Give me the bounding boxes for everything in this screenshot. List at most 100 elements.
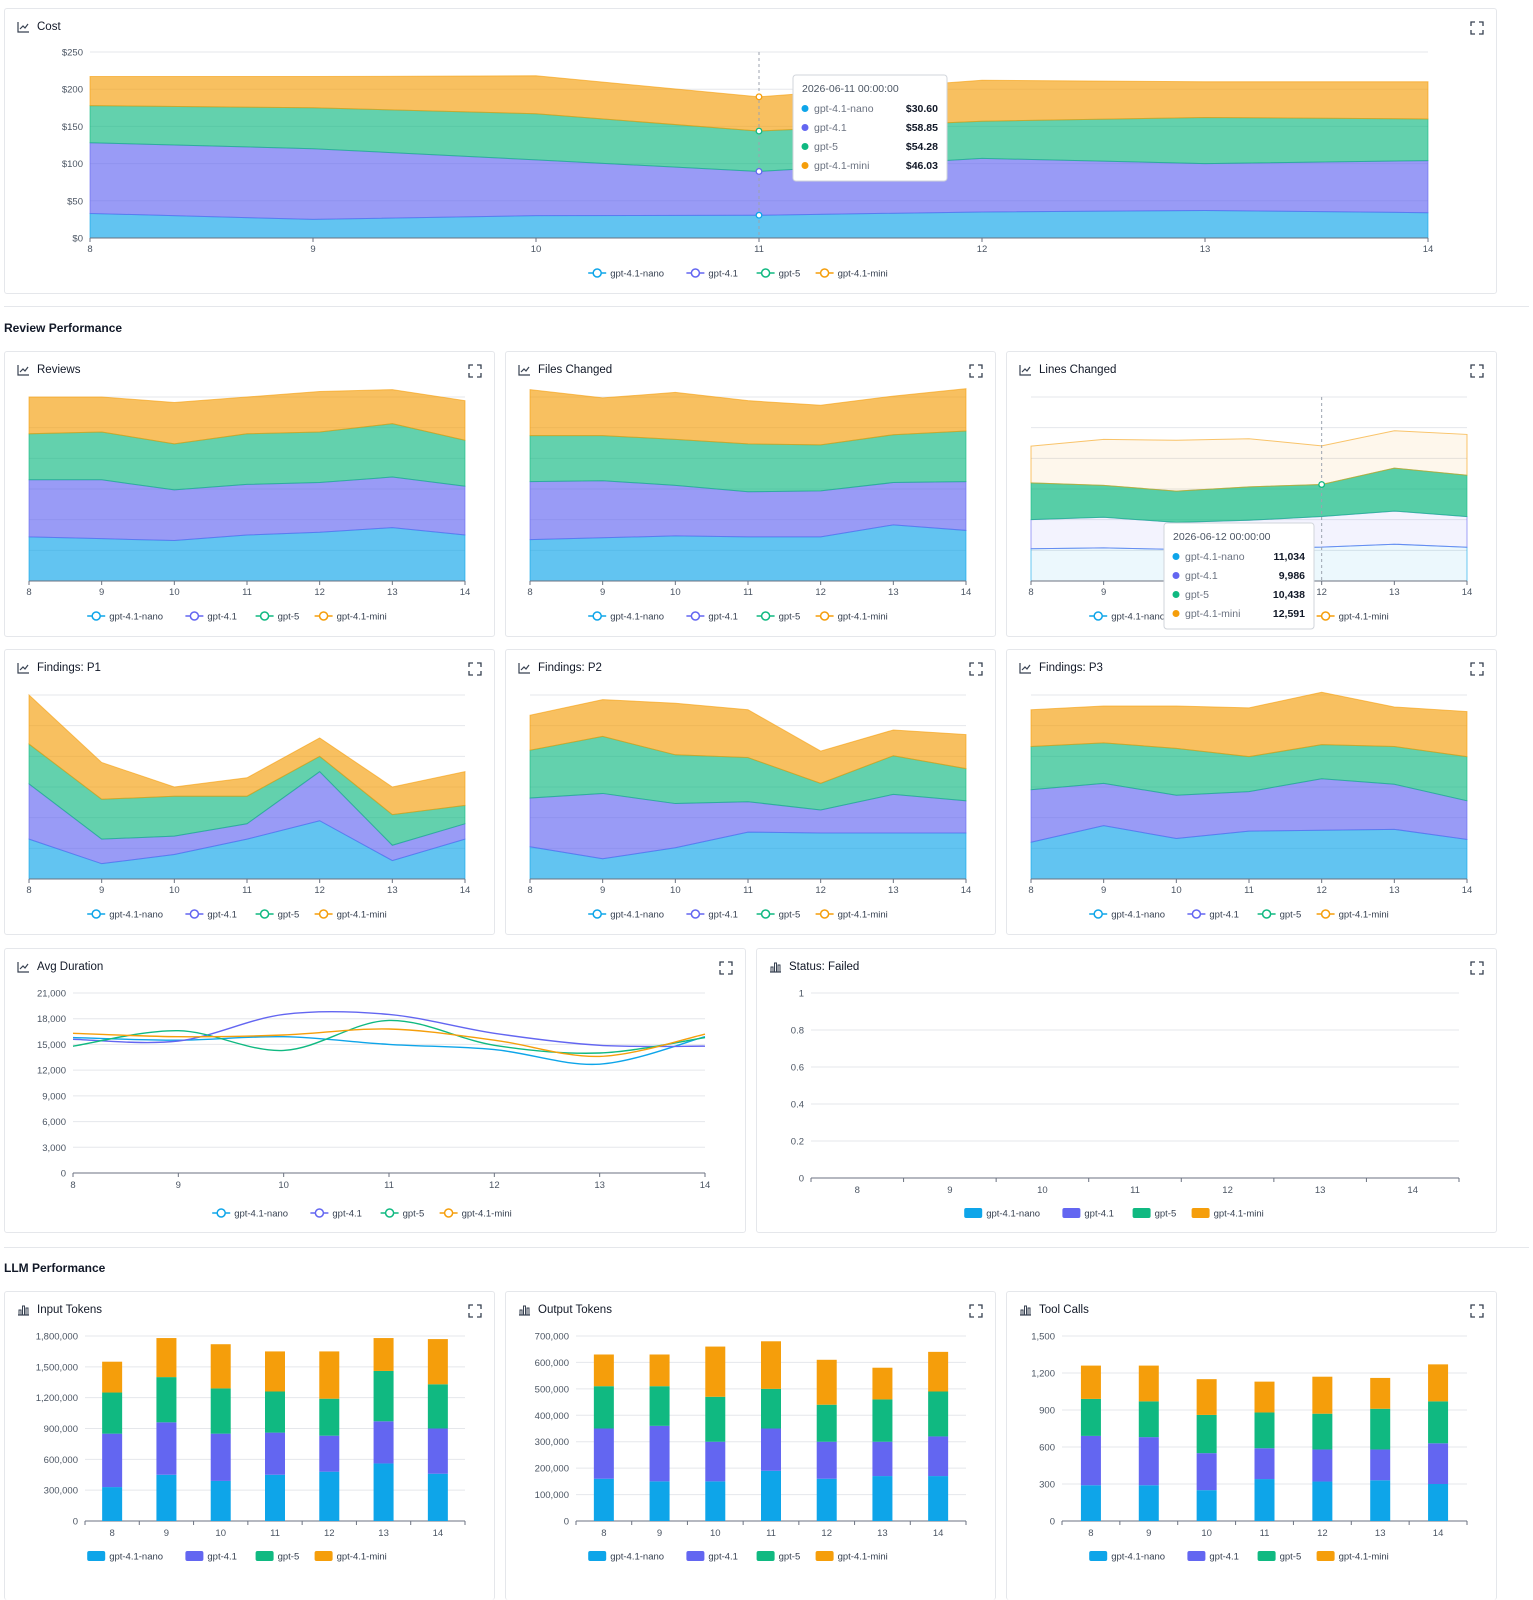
legend-item-gpt-4.1-nano[interactable]: gpt-4.1-nano xyxy=(588,611,664,623)
legend-item-gpt-5[interactable]: gpt-5 xyxy=(756,909,801,921)
bar-gpt-5[interactable] xyxy=(210,1388,231,1434)
bar-gpt-4.1[interactable] xyxy=(761,1428,781,1471)
bar-gpt-4.1[interactable] xyxy=(816,1441,837,1479)
bar-gpt-4.1-nano[interactable] xyxy=(649,1481,670,1521)
bar-gpt-4.1[interactable] xyxy=(1428,1443,1449,1484)
expand-icon[interactable] xyxy=(1470,21,1484,35)
legend-item-gpt-4.1[interactable]: gpt-4.1 xyxy=(686,1551,738,1563)
expand-icon[interactable] xyxy=(468,364,482,378)
legend-item-gpt-4.1-nano[interactable]: gpt-4.1-nano xyxy=(588,909,664,921)
legend-item-gpt-4.1[interactable]: gpt-4.1 xyxy=(310,1208,362,1220)
legend-item-gpt-4.1[interactable]: gpt-4.1 xyxy=(1187,909,1239,921)
bar-gpt-4.1-mini[interactable] xyxy=(705,1346,726,1397)
expand-icon[interactable] xyxy=(1470,1304,1484,1318)
bar-gpt-4.1-mini[interactable] xyxy=(816,1359,837,1405)
bar-gpt-4.1-mini[interactable] xyxy=(1138,1365,1159,1402)
expand-icon[interactable] xyxy=(1470,961,1484,975)
bar-gpt-4.1-nano[interactable] xyxy=(1196,1490,1217,1521)
legend-item-gpt-5[interactable]: gpt-5 xyxy=(756,1551,801,1563)
bar-gpt-4.1[interactable] xyxy=(1312,1449,1333,1482)
bar-gpt-4.1-nano[interactable] xyxy=(427,1473,448,1521)
expand-icon[interactable] xyxy=(719,961,733,975)
bar-gpt-4.1-nano[interactable] xyxy=(265,1474,285,1521)
bar-gpt-4.1[interactable] xyxy=(872,1441,893,1477)
bar-gpt-5[interactable] xyxy=(1196,1414,1217,1454)
bar-gpt-4.1[interactable] xyxy=(928,1436,949,1477)
legend-item-gpt-5[interactable]: gpt-5 xyxy=(255,1551,300,1563)
bar-gpt-5[interactable] xyxy=(1370,1408,1391,1450)
legend-item-gpt-4.1-nano[interactable]: gpt-4.1-nano xyxy=(87,611,163,623)
area-gpt-4.1-mini[interactable] xyxy=(529,699,967,784)
bar-gpt-4.1-nano[interactable] xyxy=(705,1481,726,1521)
legend-item-gpt-4.1-mini[interactable]: gpt-4.1-mini xyxy=(1191,1208,1264,1220)
legend-item-gpt-4.1[interactable]: gpt-4.1 xyxy=(686,909,738,921)
bar-gpt-4.1[interactable] xyxy=(593,1428,614,1479)
bar-gpt-4.1-nano[interactable] xyxy=(928,1476,949,1521)
bar-gpt-4.1-nano[interactable] xyxy=(156,1474,177,1521)
bar-gpt-4.1-nano[interactable] xyxy=(1312,1481,1333,1521)
legend-item-gpt-4.1[interactable]: gpt-4.1 xyxy=(686,268,738,280)
legend-item-gpt-4.1-nano[interactable]: gpt-4.1-nano xyxy=(1089,1551,1165,1563)
bar-gpt-5[interactable] xyxy=(1428,1401,1449,1444)
bar-gpt-4.1[interactable] xyxy=(1138,1437,1159,1486)
bar-gpt-4.1[interactable] xyxy=(1254,1448,1275,1480)
bar-gpt-4.1[interactable] xyxy=(156,1422,177,1475)
legend-item-gpt-4.1-mini[interactable]: gpt-4.1-mini xyxy=(1316,1551,1389,1563)
bar-gpt-4.1-nano[interactable] xyxy=(816,1478,837,1521)
area-gpt-4.1-mini[interactable] xyxy=(28,693,466,816)
legend-item-gpt-4.1-mini[interactable]: gpt-4.1-mini xyxy=(815,909,888,921)
bar-gpt-4.1-mini[interactable] xyxy=(1312,1376,1333,1414)
line-gpt-4.1[interactable] xyxy=(72,1010,706,1048)
bar-gpt-5[interactable] xyxy=(761,1388,781,1429)
bar-gpt-4.1-mini[interactable] xyxy=(1196,1379,1217,1415)
bar-gpt-4.1-nano[interactable] xyxy=(872,1476,893,1521)
legend-item-gpt-4.1-mini[interactable]: gpt-4.1-mini xyxy=(815,1551,888,1563)
bar-gpt-4.1-mini[interactable] xyxy=(593,1354,614,1387)
legend-item-gpt-4.1[interactable]: gpt-4.1 xyxy=(185,1551,237,1563)
area-gpt-4.1-mini[interactable] xyxy=(28,389,466,445)
bar-gpt-4.1-mini[interactable] xyxy=(1080,1365,1101,1399)
bar-gpt-4.1[interactable] xyxy=(210,1433,231,1481)
area-gpt-4.1-mini[interactable] xyxy=(529,388,967,446)
bar-gpt-4.1[interactable] xyxy=(1196,1453,1217,1491)
legend-item-gpt-4.1-mini[interactable]: gpt-4.1-mini xyxy=(314,1551,387,1563)
legend-item-gpt-4.1-nano[interactable]: gpt-4.1-nano xyxy=(964,1208,1040,1220)
bar-gpt-5[interactable] xyxy=(1254,1412,1275,1449)
bar-gpt-4.1-nano[interactable] xyxy=(761,1470,781,1521)
bar-gpt-4.1-nano[interactable] xyxy=(1080,1485,1101,1521)
bar-gpt-4.1-mini[interactable] xyxy=(1370,1377,1391,1409)
expand-icon[interactable] xyxy=(1470,364,1484,378)
bar-gpt-4.1-nano[interactable] xyxy=(593,1478,614,1521)
legend-item-gpt-4.1[interactable]: gpt-4.1 xyxy=(185,611,237,623)
bar-gpt-4.1-mini[interactable] xyxy=(102,1361,123,1393)
area-gpt-4.1-mini[interactable] xyxy=(1030,430,1468,492)
bar-gpt-4.1-nano[interactable] xyxy=(102,1487,123,1521)
bar-gpt-4.1[interactable] xyxy=(373,1421,394,1464)
bar-gpt-5[interactable] xyxy=(928,1391,949,1437)
bar-gpt-4.1-mini[interactable] xyxy=(373,1338,394,1371)
expand-icon[interactable] xyxy=(468,1304,482,1318)
legend-item-gpt-5[interactable]: gpt-5 xyxy=(380,1208,425,1220)
expand-icon[interactable] xyxy=(468,662,482,676)
bar-gpt-4.1[interactable] xyxy=(265,1432,285,1475)
bar-gpt-5[interactable] xyxy=(649,1386,670,1426)
legend-item-gpt-5[interactable]: gpt-5 xyxy=(1132,1208,1177,1220)
bar-gpt-4.1-nano[interactable] xyxy=(1370,1480,1391,1521)
line-gpt-4.1-nano[interactable] xyxy=(72,1035,706,1066)
legend-item-gpt-4.1-nano[interactable]: gpt-4.1-nano xyxy=(588,1551,664,1563)
bar-gpt-5[interactable] xyxy=(427,1384,448,1429)
expand-icon[interactable] xyxy=(1470,662,1484,676)
bar-gpt-5[interactable] xyxy=(816,1404,837,1442)
area-gpt-4.1-nano[interactable] xyxy=(1030,825,1468,880)
bar-gpt-5[interactable] xyxy=(373,1370,394,1422)
bar-gpt-5[interactable] xyxy=(1312,1413,1333,1450)
bar-gpt-4.1-mini[interactable] xyxy=(649,1354,670,1387)
legend-item-gpt-4.1[interactable]: gpt-4.1 xyxy=(185,909,237,921)
expand-icon[interactable] xyxy=(969,662,983,676)
bar-gpt-5[interactable] xyxy=(265,1391,285,1433)
bar-gpt-4.1-nano[interactable] xyxy=(210,1480,231,1521)
bar-gpt-5[interactable] xyxy=(102,1392,123,1434)
expand-icon[interactable] xyxy=(969,1304,983,1318)
expand-icon[interactable] xyxy=(969,364,983,378)
bar-gpt-4.1[interactable] xyxy=(649,1425,670,1482)
